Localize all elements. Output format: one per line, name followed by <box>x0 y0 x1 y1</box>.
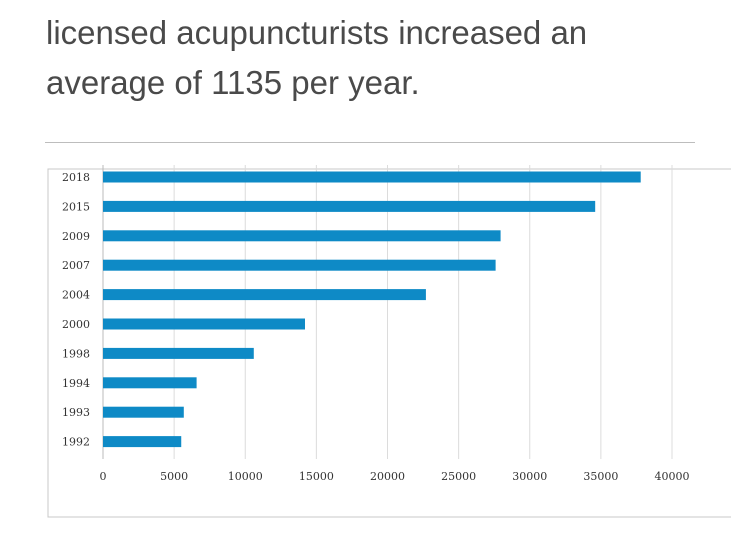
divider <box>45 142 695 143</box>
y-tick-label: 1993 <box>62 406 90 419</box>
x-tick-label: 10000 <box>228 470 263 483</box>
bar-2018 <box>103 171 641 183</box>
x-tick-label: 5000 <box>160 470 188 483</box>
bar-2004 <box>103 289 426 301</box>
bar-2009 <box>103 230 501 242</box>
chart-frame <box>47 168 731 518</box>
bar-1994 <box>103 377 197 389</box>
y-tick-label: 2015 <box>62 200 90 213</box>
y-tick-label: 1994 <box>62 377 90 390</box>
bar-1992 <box>103 436 182 448</box>
bar-2007 <box>103 259 496 271</box>
x-tick-label: 40000 <box>655 470 690 483</box>
x-tick-label: 15000 <box>299 470 334 483</box>
y-tick-label: 2004 <box>62 289 90 302</box>
caption-line-2: average of 1135 per year. <box>46 64 420 101</box>
y-tick-label: 1998 <box>62 347 90 360</box>
bar-1993 <box>103 406 184 418</box>
y-tick-label: 2007 <box>62 259 90 272</box>
x-tick-label: 25000 <box>441 470 476 483</box>
bar-2015 <box>103 200 596 212</box>
bar-1998 <box>103 347 254 359</box>
bar-2000 <box>103 318 305 330</box>
x-tick-label: 20000 <box>370 470 405 483</box>
y-tick-label: 2009 <box>62 230 90 243</box>
x-tick-label: 35000 <box>583 470 618 483</box>
caption-text: licensed acupuncturists increased an ave… <box>46 8 587 108</box>
x-tick-label: 30000 <box>512 470 547 483</box>
caption-line-1: licensed acupuncturists increased an <box>46 14 588 51</box>
y-tick-label: 2000 <box>62 318 90 331</box>
y-tick-label: 1992 <box>62 436 90 449</box>
x-tick-label: 0 <box>100 470 107 483</box>
y-tick-label: 2018 <box>62 171 90 184</box>
